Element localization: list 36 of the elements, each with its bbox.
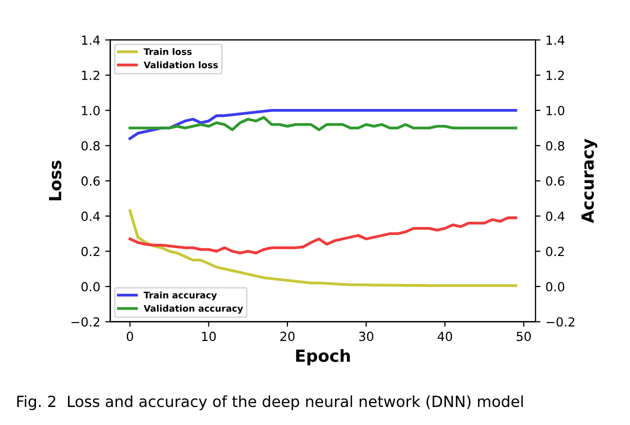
- y2-tick-label: 1.4: [546, 36, 564, 45]
- y2-tick-label: 0.6: [546, 176, 564, 186]
- line-series: [128, 116, 518, 132]
- y-tick-label: 0.8: [81, 141, 100, 151]
- y-tick-label: −0.2: [72, 317, 100, 327]
- legend-label: Validation loss: [144, 61, 218, 68]
- y2-tick-label: 0.0: [546, 282, 564, 292]
- legend-label: Train loss: [144, 48, 192, 56]
- line-series: [128, 109, 518, 140]
- line-series: [128, 216, 518, 254]
- y2-tick-label: 0.4: [546, 212, 564, 221]
- x-tick-label: 10: [202, 332, 216, 342]
- x-tick-label: 0: [126, 332, 134, 342]
- y-tick-label: 1.2: [82, 70, 100, 80]
- y2-tick-label: −0.2: [546, 317, 574, 327]
- x-axis-title: Epoch: [296, 349, 350, 366]
- caption: Fig. 2 Loss and accuracy of the deep neural network (DNN) model: [17, 395, 523, 410]
- legend-label: Train accuracy: [144, 291, 217, 300]
- y2-tick-label: 0.8: [546, 141, 564, 151]
- x-tick-label: 50: [516, 332, 531, 342]
- y-tick-label: 1.0: [82, 106, 100, 116]
- y-tick-label: 0.0: [81, 282, 100, 292]
- x-tick-label: 30: [359, 332, 374, 342]
- line-series: [128, 209, 518, 288]
- y2-tick-label: 1.2: [546, 70, 564, 80]
- x-tick-label: 20: [280, 332, 295, 342]
- y-tick-label: 1.4: [82, 36, 100, 45]
- y2-tick-label: 1.0: [546, 106, 564, 116]
- y2-axis-title: Accuracy: [582, 138, 598, 224]
- y-tick-label: 0.6: [81, 176, 100, 186]
- y-tick-label: 0.2: [81, 246, 100, 256]
- x-tick-label: 40: [438, 332, 452, 342]
- y-axis-title: Loss: [49, 160, 62, 200]
- legend-label: Validation accuracy: [144, 304, 243, 314]
- y2-tick-label: 0.2: [546, 246, 564, 256]
- y-tick-label: 0.4: [81, 212, 100, 221]
